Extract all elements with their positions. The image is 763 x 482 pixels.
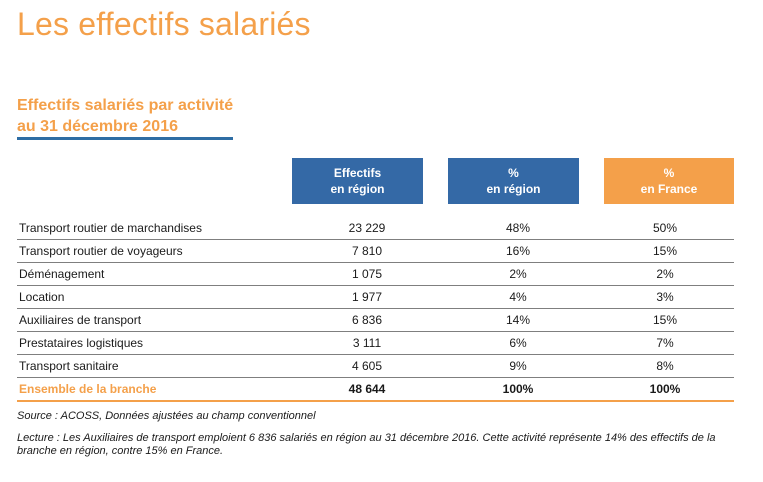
row-effectifs: 7 810: [294, 239, 440, 263]
row-pct-france: 15%: [596, 239, 734, 263]
source-note: Source : ACOSS, Données ajustées au cham…: [17, 410, 316, 422]
table-total-row: Ensemble de la branche 48 644 100% 100%: [17, 377, 734, 402]
header-effectifs-line2: en région: [330, 182, 385, 196]
row-pct-france: 15%: [596, 308, 734, 332]
row-pct-region: 9%: [440, 354, 596, 378]
header-effectifs-region: Effectifs en région: [292, 158, 423, 204]
header-pct-region-line2: en région: [486, 182, 541, 196]
row-effectifs: 6 836: [294, 308, 440, 332]
row-pct-region: 4%: [440, 285, 596, 309]
row-label: Transport sanitaire: [17, 354, 294, 378]
section-title: Effectifs salariés par activité au 31 dé…: [17, 95, 234, 140]
row-effectifs: 3 111: [294, 331, 440, 355]
table-row: Prestataires logistiques 3 111 6% 7%: [17, 331, 734, 355]
row-label: Transport routier de marchandises: [17, 217, 294, 240]
table-row: Transport routier de marchandises 23 229…: [17, 217, 734, 240]
row-pct-region: 16%: [440, 239, 596, 263]
row-effectifs: 4 605: [294, 354, 440, 378]
row-label: Déménagement: [17, 262, 294, 286]
header-pct-region: % en région: [448, 158, 579, 204]
row-effectifs: 1 977: [294, 285, 440, 309]
total-pct-region: 100%: [440, 377, 596, 402]
row-effectifs: 1 075: [294, 262, 440, 286]
header-effectifs-line1: Effectifs: [333, 166, 382, 180]
row-pct-france: 50%: [596, 217, 734, 240]
row-pct-france: 2%: [596, 262, 734, 286]
row-pct-france: 8%: [596, 354, 734, 378]
reading-note: Lecture : Les Auxiliaires de transport e…: [17, 432, 716, 457]
row-label: Auxiliaires de transport: [17, 308, 294, 332]
header-pct-france-line1: %: [663, 166, 675, 180]
header-pct-france-line2: en France: [640, 182, 698, 196]
row-label: Prestataires logistiques: [17, 331, 294, 355]
row-effectifs: 23 229: [294, 217, 440, 240]
table-row: Auxiliaires de transport 6 836 14% 15%: [17, 308, 734, 332]
section-title-line1: Effectifs salariés par activité: [17, 97, 234, 114]
row-pct-region: 14%: [440, 308, 596, 332]
row-label: Transport routier de voyageurs: [17, 239, 294, 263]
header-pct-region-line1: %: [508, 166, 519, 180]
table-row: Location 1 977 4% 3%: [17, 285, 734, 309]
table-row: Transport routier de voyageurs 7 810 16%…: [17, 239, 734, 263]
table-row: Transport sanitaire 4 605 9% 8%: [17, 354, 734, 378]
row-pct-region: 6%: [440, 331, 596, 355]
header-pct-france: % en France: [604, 158, 734, 204]
row-pct-france: 3%: [596, 285, 734, 309]
section-title-line2: au 31 décembre 2016: [17, 118, 178, 135]
row-pct-region: 2%: [440, 262, 596, 286]
row-pct-france: 7%: [596, 331, 734, 355]
effectifs-table: Transport routier de marchandises 23 229…: [17, 217, 734, 402]
total-pct-france: 100%: [596, 377, 734, 402]
total-effectifs: 48 644: [294, 377, 440, 402]
row-pct-region: 48%: [440, 217, 596, 240]
total-label: Ensemble de la branche: [17, 377, 294, 402]
table-row: Déménagement 1 075 2% 2%: [17, 262, 734, 286]
row-label: Location: [17, 285, 294, 309]
page-title: Les effectifs salariés: [17, 6, 311, 42]
